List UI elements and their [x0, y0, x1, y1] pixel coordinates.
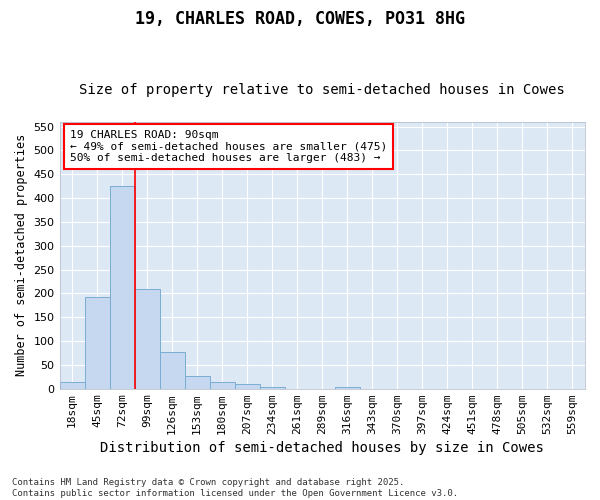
Text: Contains HM Land Registry data © Crown copyright and database right 2025.
Contai: Contains HM Land Registry data © Crown c…: [12, 478, 458, 498]
X-axis label: Distribution of semi-detached houses by size in Cowes: Distribution of semi-detached houses by …: [100, 441, 544, 455]
Bar: [235, 384, 260, 388]
Bar: [209, 382, 235, 388]
Y-axis label: Number of semi-detached properties: Number of semi-detached properties: [15, 134, 28, 376]
Bar: [59, 382, 85, 388]
Bar: [85, 296, 110, 388]
Text: 19, CHARLES ROAD, COWES, PO31 8HG: 19, CHARLES ROAD, COWES, PO31 8HG: [135, 10, 465, 28]
Bar: [160, 352, 185, 388]
Title: Size of property relative to semi-detached houses in Cowes: Size of property relative to semi-detach…: [79, 83, 565, 97]
Bar: [110, 186, 134, 388]
Text: 19 CHARLES ROAD: 90sqm
← 49% of semi-detached houses are smaller (475)
50% of se: 19 CHARLES ROAD: 90sqm ← 49% of semi-det…: [70, 130, 388, 163]
Bar: [134, 288, 160, 388]
Bar: [185, 376, 209, 388]
Bar: [260, 387, 285, 388]
